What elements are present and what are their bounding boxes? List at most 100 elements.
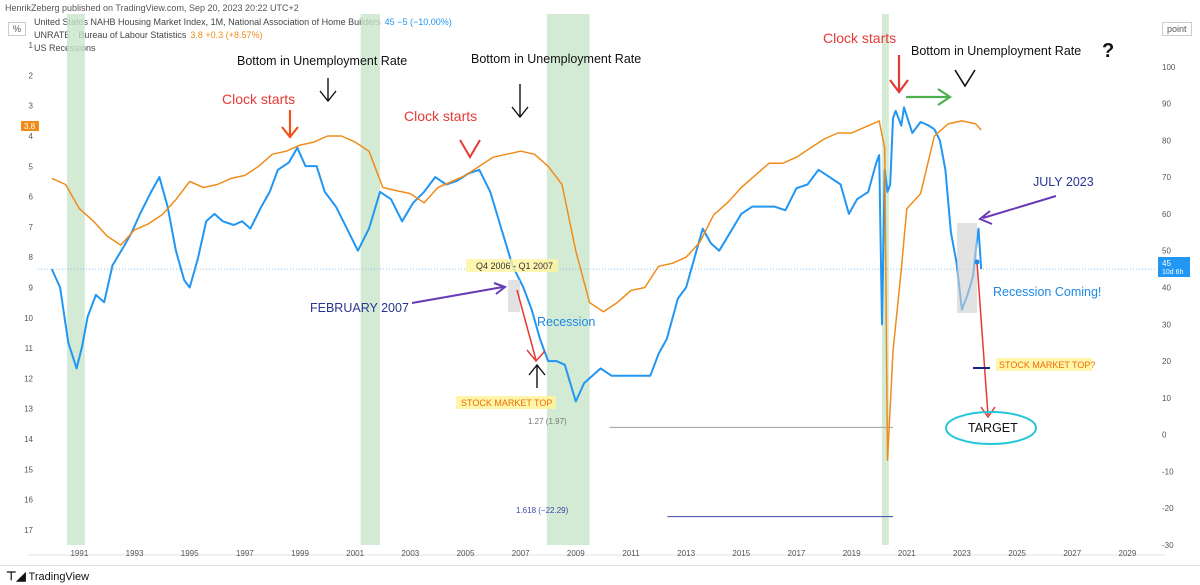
clock-starts-label-2020: Clock starts bbox=[823, 30, 896, 46]
x-tick-label-2021: 2021 bbox=[898, 549, 916, 558]
y-left-tick-label-16: 16 bbox=[24, 496, 33, 505]
chart-axes: 1991 1993 1995 1997 1999 2001 2003 2005 2007 2009… bbox=[24, 41, 1176, 558]
bottom-label-2023: Bottom in Unemployment Rate bbox=[911, 44, 1081, 58]
tradingview-logo[interactable]: ⊤◢ TradingView bbox=[6, 569, 89, 583]
unrate-badge-bg bbox=[21, 121, 39, 131]
x-tick-label-1993: 1993 bbox=[126, 549, 144, 558]
y-left-tick-label-14: 14 bbox=[24, 435, 33, 444]
y-right-tick-label--20: -20 bbox=[1162, 504, 1174, 513]
legend-item-unrate[interactable]: UNRATE · Bureau of Labour Statistics 3.8 … bbox=[34, 30, 262, 40]
question-mark: ? bbox=[1102, 40, 1114, 62]
legend-label-unrate: UNRATE · Bureau of Labour Statistics bbox=[34, 30, 187, 40]
stock-top-label-2: STOCK MARKET TOP? bbox=[999, 360, 1095, 370]
arrow-clock-2005 bbox=[459, 139, 481, 159]
y-right-tick-label-70: 70 bbox=[1162, 173, 1171, 182]
x-tick-label-2003: 2003 bbox=[401, 549, 419, 558]
x-tick-label-1991: 1991 bbox=[70, 549, 88, 558]
x-tick-label-2019: 2019 bbox=[843, 549, 861, 558]
y-left-tick-label-8: 8 bbox=[29, 253, 34, 262]
decline-line-2023 bbox=[976, 261, 989, 416]
y-right-tick-label-60: 60 bbox=[1162, 210, 1171, 219]
y-left-tick-label-5: 5 bbox=[29, 162, 34, 171]
right-axis-unit[interactable]: point bbox=[1162, 22, 1192, 36]
y-right-tick-label-100: 100 bbox=[1162, 63, 1176, 72]
stock-top-highlight-2 bbox=[996, 358, 1092, 371]
legend-item-recessions[interactable]: US Recessions bbox=[34, 43, 96, 53]
clock-starts-label-1999: Clock starts bbox=[222, 91, 295, 107]
x-tick-label-2009: 2009 bbox=[567, 549, 585, 558]
y-left-tick-label-6: 6 bbox=[29, 193, 34, 202]
legend-value-nahb: 45 −5 (−10.00%) bbox=[384, 17, 452, 27]
x-tick-label-1995: 1995 bbox=[181, 549, 199, 558]
decline-arrowhead-2007 bbox=[526, 349, 546, 363]
y-right-tick-label-30: 30 bbox=[1162, 320, 1171, 329]
target-ellipse bbox=[945, 411, 1037, 445]
nahb-countdown: 10d 6h bbox=[1162, 269, 1184, 276]
y-left-tick-label-13: 13 bbox=[24, 405, 33, 414]
publisher-line: HenrikZeberg published on TradingView.co… bbox=[5, 3, 299, 13]
brand-label: TradingView bbox=[28, 571, 90, 583]
x-tick-label-2005: 2005 bbox=[457, 549, 475, 558]
y-left-tick-label-17: 17 bbox=[24, 526, 33, 535]
unrate-series-line bbox=[51, 120, 982, 461]
x-tick-label-1997: 1997 bbox=[236, 549, 254, 558]
series-lines bbox=[50, 106, 983, 461]
y-right-tick-label-90: 90 bbox=[1162, 100, 1171, 109]
y-left-tick-label-3: 3 bbox=[29, 102, 34, 111]
fib-127-label: 1.27 (1.97) bbox=[528, 417, 567, 426]
green-arrow bbox=[906, 88, 952, 106]
arrow-clock-2020 bbox=[889, 55, 909, 94]
y-right-tick-label-40: 40 bbox=[1162, 284, 1171, 293]
q4-2006-highlight bbox=[466, 259, 558, 272]
tv-icon: ⊤◢ bbox=[6, 569, 26, 583]
decline-arrowhead-2023 bbox=[980, 406, 996, 419]
decline-line-2007 bbox=[516, 289, 537, 361]
highlight-box-2023 bbox=[957, 223, 977, 313]
legend-label-recessions: US Recessions bbox=[34, 43, 96, 53]
feb-2007-label: FEBRUARY 2007 bbox=[310, 301, 409, 315]
y-left-tick-label-9: 9 bbox=[29, 284, 34, 293]
fib-levels bbox=[609, 426, 893, 518]
arrow-clock-1999 bbox=[281, 110, 299, 139]
recession-band-0 bbox=[66, 14, 85, 545]
footer-bar: ⊤◢ TradingView bbox=[0, 565, 1200, 585]
arrow-feb-2007 bbox=[411, 282, 508, 304]
y-right-tick-label-20: 20 bbox=[1162, 357, 1171, 366]
legend-value-unrate: 3.8 +0.3 (+8.57%) bbox=[190, 30, 263, 40]
arrow-bottom-2000 bbox=[319, 78, 337, 103]
legend-item-nahb[interactable]: United States NAHB Housing Market Index,… bbox=[34, 17, 452, 27]
y-right-tick-label-80: 80 bbox=[1162, 136, 1171, 145]
bottom-label-2006: Bottom in Unemployment Rate bbox=[471, 52, 641, 66]
recession-band-2 bbox=[546, 14, 590, 545]
x-tick-label-2001: 2001 bbox=[346, 549, 364, 558]
clock-starts-label-2005: Clock starts bbox=[404, 108, 477, 124]
x-tick-label-2027: 2027 bbox=[1063, 549, 1081, 558]
recession-bands bbox=[66, 14, 889, 545]
unrate-badge: 3.8 bbox=[24, 122, 36, 131]
left-axis-unit[interactable]: % bbox=[8, 22, 27, 36]
drawings: 1.27 (1.97) 1.618 (−22.29) Clock starts … bbox=[21, 30, 1190, 515]
stock-top-highlight-1 bbox=[456, 396, 556, 409]
highlight-box-2007 bbox=[508, 280, 520, 312]
stock-top-label-1: STOCK MARKET TOP bbox=[461, 398, 552, 408]
y-right-tick-label--10: -10 bbox=[1162, 467, 1174, 476]
x-tick-label-2007: 2007 bbox=[512, 549, 530, 558]
nahb-series-line bbox=[50, 106, 983, 403]
y-right-tick-label-10: 10 bbox=[1162, 394, 1171, 403]
y-left-tick-label-2: 2 bbox=[29, 71, 34, 80]
x-tick-label-2013: 2013 bbox=[677, 549, 695, 558]
arrow-july-2023 bbox=[978, 195, 1057, 225]
legend-label-nahb: United States NAHB Housing Market Index,… bbox=[34, 17, 381, 27]
nahb-badge-bg bbox=[1158, 257, 1190, 277]
y-left-tick-label-1: 1 bbox=[29, 41, 34, 50]
y-right-tick-label-50: 50 bbox=[1162, 247, 1171, 256]
x-tick-label-2011: 2011 bbox=[622, 549, 640, 558]
recession-band-1 bbox=[360, 14, 380, 545]
chart-canvas[interactable]: 1991 1993 1995 1997 1999 2001 2003 2005 2007 2009… bbox=[0, 0, 1200, 565]
recession-label: Recession bbox=[537, 315, 595, 329]
x-tick-label-2029: 2029 bbox=[1119, 549, 1137, 558]
x-tick-label-2025: 2025 bbox=[1008, 549, 1026, 558]
recession-coming-label: Recession Coming! bbox=[993, 285, 1101, 299]
arrow-bottom-2006 bbox=[511, 84, 529, 119]
q4-2006-label: Q4 2006 - Q1 2007 bbox=[476, 261, 553, 271]
